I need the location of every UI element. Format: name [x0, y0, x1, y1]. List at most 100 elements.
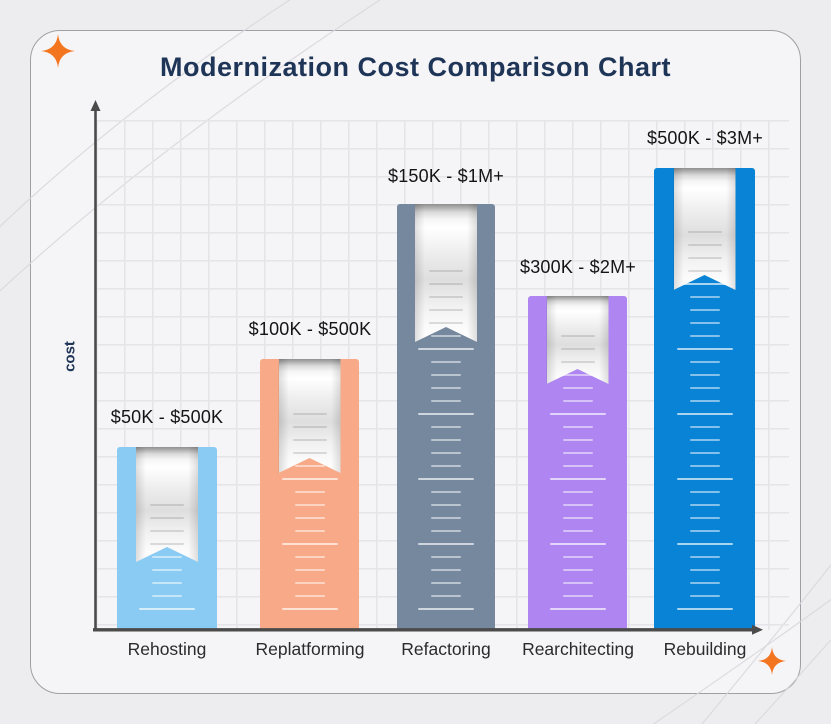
x-tick-rehosting: Rehosting: [127, 639, 207, 659]
bar-refactoring: [397, 204, 495, 630]
ruler-tick: [150, 503, 184, 506]
x-tick-rearchitecting: Rearchitecting: [522, 639, 634, 659]
ruler-tick: [549, 477, 606, 480]
ruler-tick: [689, 503, 720, 506]
ruler-tick: [689, 360, 720, 363]
ruler-tick: [549, 607, 606, 610]
ruler-tick: [294, 594, 325, 597]
ruler-tick: [562, 451, 593, 454]
ruler-tick: [294, 464, 325, 467]
bar-rearchitecting: [528, 296, 627, 630]
ruler-tick: [429, 321, 463, 324]
ruler-tick: [418, 542, 474, 545]
ruler-tick: [560, 334, 595, 337]
ruler-tick: [292, 425, 327, 428]
ruler-tick: [429, 295, 463, 298]
ruler-tick: [676, 607, 733, 610]
ruler-tick: [431, 386, 461, 389]
ruler-tick: [687, 269, 722, 272]
ruler-tick: [562, 581, 593, 584]
value-label-rebuilding: $500K - $3M+: [647, 128, 763, 148]
ruler-tick: [689, 568, 720, 571]
ruler-tick: [689, 438, 720, 441]
ruler-tick: [431, 555, 461, 558]
ruler-tick: [562, 503, 593, 506]
ruler-tick: [429, 269, 463, 272]
ruler-tick: [429, 308, 463, 311]
bar-rehosting: [117, 447, 217, 630]
ruler-tick: [676, 542, 733, 545]
ruler-tick: [562, 399, 593, 402]
ruler-tick: [676, 412, 733, 415]
value-label-replatforming: $100K - $500K: [248, 319, 372, 339]
ruler-tick: [431, 568, 461, 571]
ruler-tick: [562, 490, 593, 493]
value-label-rearchitecting: $300K - $2M+: [520, 257, 636, 277]
ruler-tick: [562, 438, 593, 441]
ruler-tick: [431, 373, 461, 376]
ruler-tick: [689, 308, 720, 311]
ruler-tick: [431, 503, 461, 506]
ruler-tick: [689, 581, 720, 584]
ruler-tick: [689, 425, 720, 428]
ruler-tick: [689, 594, 720, 597]
ruler-tick: [431, 529, 461, 532]
ruler-tick: [562, 464, 593, 467]
ruler-tick: [152, 581, 182, 584]
ruler-tick: [689, 399, 720, 402]
ribbon-ornament: [136, 447, 198, 562]
ruler-tick: [689, 295, 720, 298]
ruler-tick: [418, 412, 474, 415]
ruler-tick: [292, 412, 327, 415]
ruler-tick: [281, 542, 338, 545]
ribbon-ornament: [415, 204, 477, 342]
ribbon-ornament: [547, 296, 609, 384]
ruler-tick: [281, 607, 338, 610]
value-label-refactoring: $150K - $1M+: [388, 166, 504, 186]
ruler-tick: [687, 256, 722, 259]
ruler-tick: [676, 477, 733, 480]
ruler-tick: [676, 282, 733, 285]
page-title: Modernization Cost Comparison Chart: [159, 52, 671, 82]
ruler-tick: [294, 529, 325, 532]
ruler-tick: [560, 360, 595, 363]
ruler-tick: [292, 438, 327, 441]
ruler-tick: [689, 464, 720, 467]
ruler-tick: [152, 555, 182, 558]
ruler-tick: [549, 412, 606, 415]
ruler-tick: [562, 425, 593, 428]
ruler-tick: [150, 529, 184, 532]
ruler-tick: [294, 568, 325, 571]
ruler-tick: [294, 555, 325, 558]
ruler-tick: [689, 529, 720, 532]
ruler-tick: [431, 334, 461, 337]
ruler-tick: [562, 594, 593, 597]
ruler-tick: [294, 516, 325, 519]
ruler-tick: [687, 243, 722, 246]
ruler-tick: [689, 516, 720, 519]
ruler-tick: [431, 438, 461, 441]
ruler-tick: [431, 451, 461, 454]
ruler-tick: [292, 451, 327, 454]
ruler-tick: [431, 516, 461, 519]
ruler-tick: [689, 451, 720, 454]
ruler-tick: [431, 594, 461, 597]
ruler-tick: [689, 386, 720, 389]
x-tick-rebuilding: Rebuilding: [663, 639, 747, 659]
ruler-tick: [294, 490, 325, 493]
ruler-tick: [562, 529, 593, 532]
ruler-tick: [431, 490, 461, 493]
ruler-tick: [549, 542, 606, 545]
ruler-tick: [431, 464, 461, 467]
ruler-tick: [689, 321, 720, 324]
x-tick-refactoring: Refactoring: [401, 639, 491, 659]
ruler-tick: [418, 477, 474, 480]
ruler-tick: [431, 399, 461, 402]
ruler-tick: [431, 425, 461, 428]
ruler-tick: [560, 347, 595, 350]
ruler-tick: [152, 568, 182, 571]
ruler-tick: [689, 555, 720, 558]
ruler-tick: [562, 373, 593, 376]
bar-rebuilding: [654, 168, 755, 630]
